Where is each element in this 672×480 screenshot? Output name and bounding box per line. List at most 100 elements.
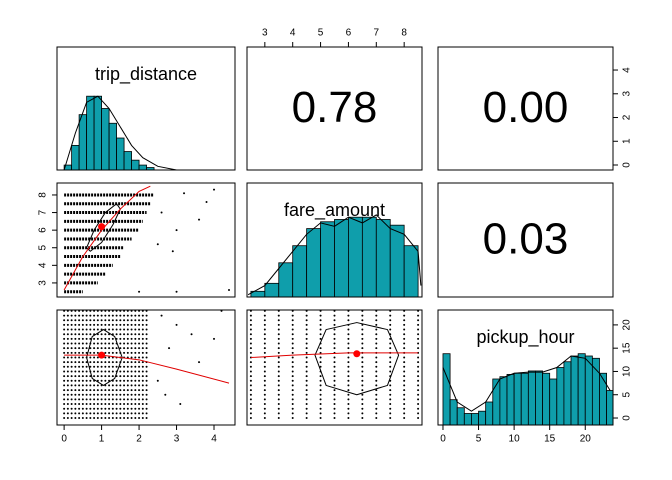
point	[78, 393, 81, 396]
point	[403, 314, 406, 317]
point	[333, 407, 336, 410]
point	[66, 328, 69, 331]
point	[96, 323, 99, 326]
bar	[131, 159, 140, 170]
point	[93, 375, 96, 378]
point	[134, 323, 137, 326]
point	[130, 347, 133, 350]
bar	[577, 353, 586, 425]
point	[361, 384, 364, 387]
point	[70, 389, 73, 392]
point	[333, 398, 336, 401]
point	[66, 417, 69, 420]
bar	[499, 376, 508, 425]
point	[417, 389, 420, 392]
bar	[138, 164, 147, 170]
point	[66, 319, 69, 322]
point	[417, 375, 420, 378]
point	[305, 412, 308, 415]
point	[145, 319, 148, 322]
point	[100, 403, 103, 406]
point	[66, 370, 69, 373]
point	[96, 361, 99, 364]
point	[375, 407, 378, 410]
point	[417, 333, 420, 336]
point	[63, 333, 66, 336]
point	[66, 384, 69, 387]
point	[375, 370, 378, 373]
point	[403, 323, 406, 326]
bar	[86, 95, 95, 170]
point	[89, 398, 92, 401]
point	[291, 319, 294, 322]
point	[119, 319, 122, 322]
point	[123, 342, 126, 345]
point	[126, 370, 129, 373]
point	[347, 389, 350, 392]
point	[104, 403, 107, 406]
point	[96, 407, 99, 410]
point	[78, 323, 81, 326]
point	[108, 328, 111, 331]
point	[85, 328, 88, 331]
point	[126, 333, 129, 336]
bar	[513, 372, 522, 425]
correlation-label: 0.03	[483, 215, 569, 264]
point	[115, 365, 118, 368]
point	[126, 328, 129, 331]
point	[138, 361, 141, 364]
point	[93, 337, 96, 340]
point	[108, 356, 111, 359]
point	[375, 333, 378, 336]
point	[145, 384, 148, 387]
point	[74, 365, 77, 368]
point	[89, 375, 92, 378]
point	[160, 211, 163, 214]
point	[74, 314, 77, 317]
point	[81, 379, 84, 382]
point	[100, 412, 103, 415]
point	[333, 323, 336, 326]
point	[375, 403, 378, 406]
point	[305, 370, 308, 373]
bar	[456, 407, 465, 425]
point	[81, 356, 84, 359]
point	[126, 417, 129, 420]
point	[291, 417, 294, 420]
point	[134, 398, 137, 401]
point	[126, 347, 129, 350]
point	[111, 403, 114, 406]
point	[361, 370, 364, 373]
point	[104, 361, 107, 364]
point	[81, 328, 84, 331]
point	[263, 384, 266, 387]
point	[417, 342, 420, 345]
point	[347, 412, 350, 415]
point	[123, 333, 126, 336]
point	[81, 375, 84, 378]
point	[130, 333, 133, 336]
point	[175, 323, 178, 326]
point	[375, 379, 378, 382]
point	[145, 337, 148, 340]
point	[263, 389, 266, 392]
point	[123, 375, 126, 378]
point	[119, 328, 122, 331]
point	[145, 417, 148, 420]
scatter-panel	[63, 310, 230, 420]
point	[104, 379, 107, 382]
point	[403, 319, 406, 322]
point	[141, 356, 144, 359]
point	[104, 342, 107, 345]
point	[126, 379, 129, 382]
point	[100, 370, 103, 373]
point	[89, 393, 92, 396]
point	[78, 356, 81, 359]
tick-label: 0	[622, 162, 633, 168]
point	[291, 384, 294, 387]
point	[305, 398, 308, 401]
point	[319, 365, 322, 368]
point	[138, 333, 141, 336]
point	[126, 398, 129, 401]
point	[389, 412, 392, 415]
